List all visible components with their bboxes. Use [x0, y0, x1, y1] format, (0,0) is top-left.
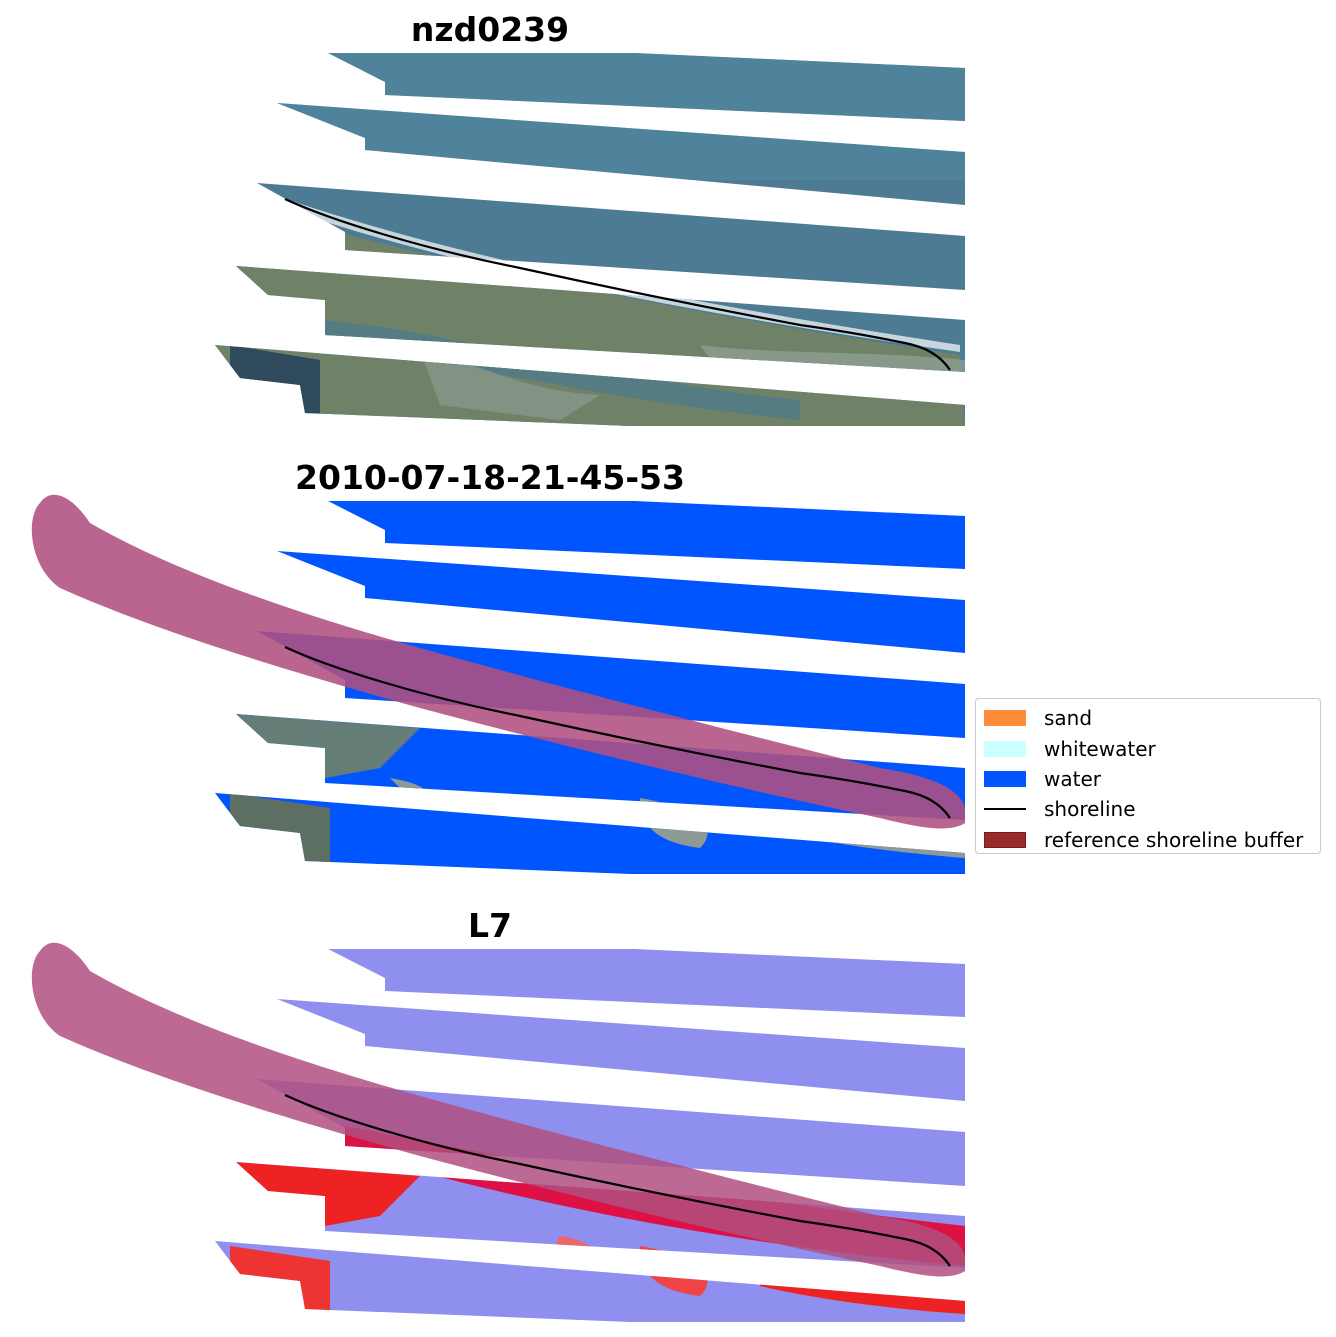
shoreline: [284, 646, 951, 819]
panel-title-rgb: nzd0239: [410, 10, 570, 49]
classified-image-panel: [31, 494, 965, 874]
reference-buffer-region: [31, 942, 965, 1277]
legend-item-water: water: [984, 764, 1312, 794]
water-swatch: [984, 770, 1026, 787]
panel-title-index: L7: [468, 906, 512, 945]
panel-title-classified: 2010-07-18-21-45-53: [295, 458, 685, 497]
legend-item-reference-buffer: reference shoreline buffer: [984, 825, 1312, 855]
index-image-panel: [31, 942, 965, 1322]
legend-label: sand: [1044, 706, 1093, 731]
rgb-image-panel: [215, 53, 965, 426]
shoreline-line-swatch: [984, 808, 1026, 811]
legend-label: water: [1044, 766, 1101, 791]
reference-buffer-region: [31, 494, 965, 829]
legend-item-sand: sand: [984, 703, 1312, 733]
legend-item-whitewater: whitewater: [984, 733, 1312, 763]
legend-label: reference shoreline buffer: [1044, 827, 1304, 852]
legend: sand whitewater water shoreline referenc…: [975, 698, 1321, 854]
buffer-swatch: [984, 831, 1026, 848]
legend-item-shoreline: shoreline: [984, 794, 1312, 824]
legend-label: shoreline: [1044, 797, 1136, 822]
sand-swatch: [984, 710, 1026, 727]
shoreline: [284, 1094, 951, 1267]
whitewater-swatch: [984, 740, 1026, 757]
legend-label: whitewater: [1044, 736, 1156, 761]
shoreline: [284, 198, 951, 371]
